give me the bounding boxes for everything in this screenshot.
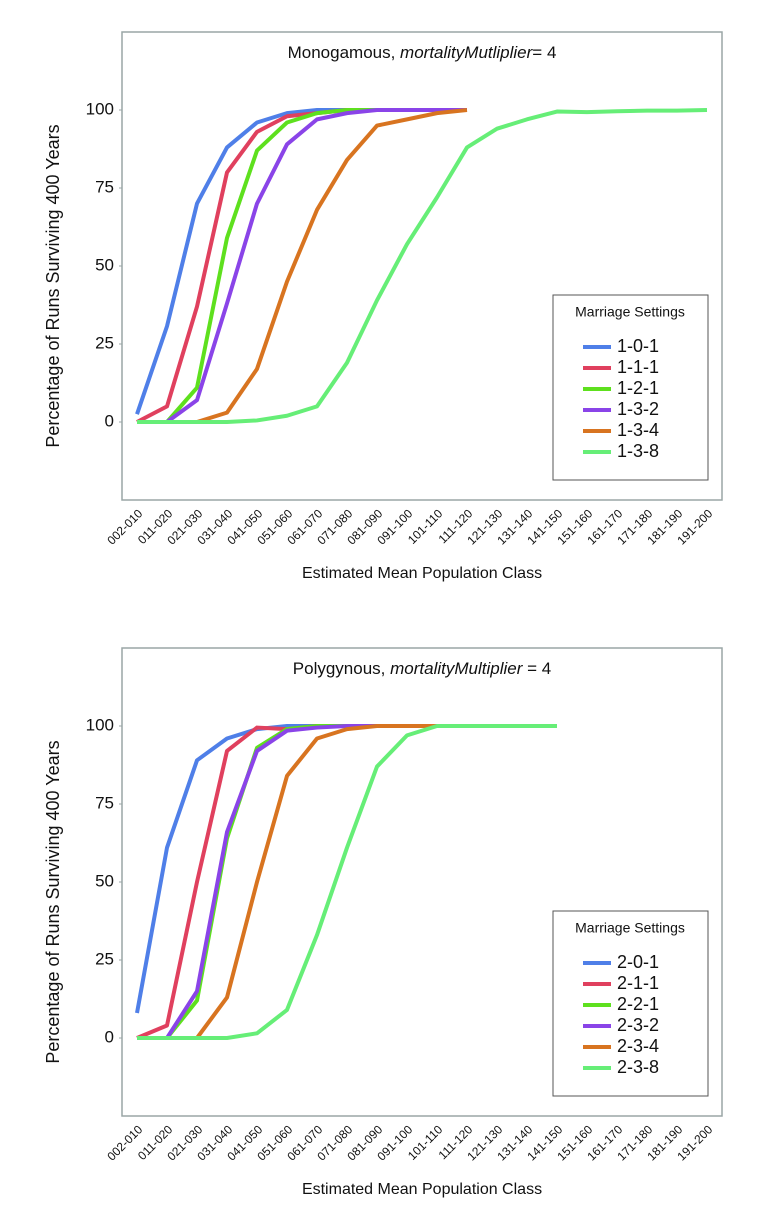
series-line [137,724,557,1040]
title-part: = 4 [522,659,551,678]
legend-label: 1-3-8 [617,441,659,461]
legend-label: 1-2-1 [617,378,659,398]
series-line [137,108,467,424]
legend-label: 2-3-8 [617,1057,659,1077]
series-line [165,724,557,1040]
series-line [137,108,708,424]
series-line [165,108,467,424]
chart: Polygynous, mortalityMultiplier = 4 0 25 50… [43,647,723,1198]
legend-title: Marriage Settings [575,920,685,936]
y-tick-label: 100 [86,99,114,118]
title-part: mortalityMultiplier [390,659,524,678]
y-tick-label: 0 [105,411,114,430]
series-line [136,108,467,424]
legend-label: 1-0-1 [617,336,659,356]
legend-label: 1-3-2 [617,399,659,419]
title-part: Polygynous, [293,659,390,678]
legend-title: Marriage Settings [575,304,685,320]
series-line [165,724,557,1040]
legend-box [552,910,709,1097]
legend-label: 2-3-2 [617,1015,659,1035]
title-part: Monogamous, [288,43,400,62]
y-tick-label: 50 [95,871,114,890]
y-tick-label: 100 [86,715,114,734]
title-part: mortalityMutliplier [400,43,534,62]
legend-box [552,294,709,481]
y-tick-label: 75 [95,177,114,196]
chart-title: Polygynous, mortalityMultiplier = 4 [293,659,551,678]
x-axis-label: Estimated Mean Population Class [302,565,542,582]
y-axis-label: Percentage of Runs Surviving 400 Years [43,124,63,447]
y-tick-label: 25 [95,949,114,968]
chart: Monogamous, mortalityMutliplier= 4 0 25 50 7… [43,31,723,582]
y-tick-label: 0 [105,1027,114,1046]
legend-label: 2-3-4 [617,1036,659,1056]
series-line [135,108,467,415]
y-tick-label: 25 [95,333,114,352]
legend-label: 2-2-1 [617,994,659,1014]
y-tick-label: 50 [95,255,114,274]
x-axis-label: Estimated Mean Population Class [302,1181,542,1198]
y-axis-label: Percentage of Runs Surviving 400 Years [43,740,63,1063]
legend-label: 1-1-1 [617,357,659,377]
title-part: = 4 [532,43,556,62]
legend-label: 2-0-1 [617,952,659,972]
legend-label: 1-3-4 [617,420,659,440]
chart-title: Monogamous, mortalityMutliplier= 4 [288,43,557,62]
legend-label: 2-1-1 [617,973,659,993]
y-tick-label: 75 [95,793,114,812]
series-line [196,108,468,424]
